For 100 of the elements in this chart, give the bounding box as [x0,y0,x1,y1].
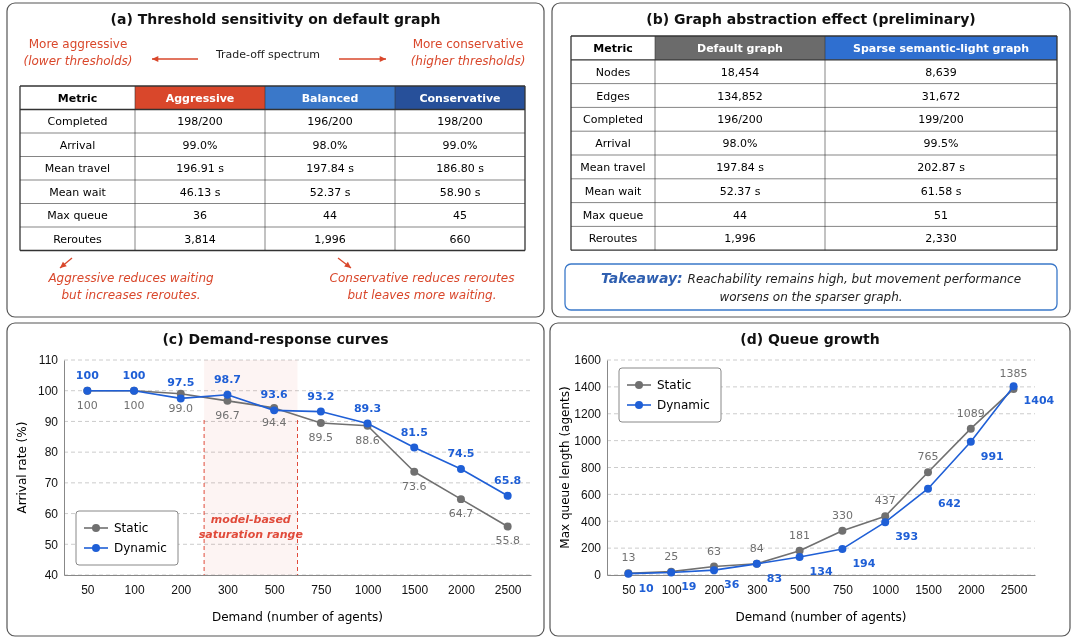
x-tick-label: 500 [264,582,285,597]
data-label: 83 [766,571,783,585]
data-label: 100 [123,398,145,412]
text: (b) Graph abstraction effect (preliminary) [646,11,976,27]
x-tick-label: 50 [81,582,95,597]
data-label: 393 [895,530,919,544]
x-tick-label: 500 [790,582,811,597]
y-tick-label: 0 [594,568,602,583]
point [410,443,419,452]
text: (a) Threshold sensitivity on default graph [110,11,441,27]
category-label: Completed [583,113,643,127]
text: but increases reroutes. [61,288,201,302]
category-label: Mean travel [44,162,111,176]
text: 196/200 [307,115,353,129]
text: 134,852 [717,89,763,103]
category-label: Nodes [595,65,631,79]
text: 196.91 s [176,162,224,176]
data-label: 194 [852,556,876,570]
data-label: 1089 [956,406,985,420]
data-label: 134 [809,564,833,578]
point [924,468,932,477]
text: More conservative [412,37,524,51]
category-label: Balanced [301,91,359,105]
y-axis-title: Max queue length (agents) [558,386,572,549]
text: 18,454 [720,65,760,79]
x-tick-label: 2500 [494,582,522,597]
data-label: 13 [621,551,636,565]
text: 2,330 [925,232,957,246]
x-axis-title: Demand (number of agents) [735,610,907,624]
text: Metric [593,41,633,55]
text: 52.37 s [719,184,761,198]
text: 98.0% [312,138,348,152]
text: 58.90 s [439,185,481,199]
text: 99.5% [923,137,959,151]
y-tick-label: 80 [44,445,59,460]
text: 199/200 [918,113,964,127]
text: 46.13 s [179,185,221,199]
data-label: 1385 [999,366,1028,380]
data-label: 55.8 [495,534,520,548]
data-label: 88.6 [355,433,380,447]
y-tick-label: 90 [44,414,59,429]
point [456,465,465,474]
legend-label: Dynamic [657,398,710,412]
y-tick-label: 60 [44,506,59,521]
data-label: 1404 [1023,394,1055,408]
data-label: 96.7 [215,408,240,422]
text: 202.87 s [917,160,965,174]
data-label: 19 [681,580,697,594]
data-label: 330 [831,508,853,522]
data-label: 89.3 [353,401,382,415]
x-tick-label: 50 [622,582,636,597]
data-label: 642 [938,496,961,510]
category-label: Arrival [595,137,631,151]
point [503,491,512,500]
y-tick-label: 40 [44,568,59,583]
category-label: Mean travel [580,160,646,174]
text: 36 [193,209,207,223]
data-label: 93.2 [307,389,335,403]
category-label: Aggressive [165,91,235,105]
x-tick-label: 2000 [448,582,476,597]
text: More aggressive [28,37,128,51]
category-label: Edges [596,89,630,103]
text: 44 [733,208,747,222]
chart-title: (c) Demand-response curves [162,331,389,347]
text: 45 [453,209,467,223]
x-tick-label: 100 [661,582,683,597]
text: but leaves more waiting. [347,288,497,302]
data-label: 93.6 [260,388,289,402]
text: 44 [323,209,337,223]
y-tick-label: 1200 [574,407,602,422]
category-label: Max queue [582,208,644,222]
data-label: 100 [76,398,98,412]
x-tick-label: 1500 [401,582,429,597]
y-tick-label: 200 [580,541,602,556]
x-axis-title: Demand (number of agents) [211,610,384,624]
data-label: 97.5 [167,376,195,390]
x-tick-label: 750 [832,582,854,597]
text: 8,639 [925,65,957,79]
band-label: model-based saturation range [198,513,304,541]
text: Trade-off spectrum [214,48,321,61]
data-label: 991 [980,449,1004,463]
y-tick-label: 800 [580,460,602,475]
data-label: 73.6 [402,479,427,493]
data-label: 36 [724,578,740,592]
x-tick-label: 2500 [1000,582,1028,597]
data-label: 84 [749,541,764,555]
x-tick-label: 200 [704,582,725,597]
point [410,467,419,476]
category-label: Mean wait [584,184,642,198]
data-label: 437 [874,494,896,508]
y-tick-label: 100 [37,384,59,399]
point [966,437,975,446]
chart-title: (d) Queue growth [740,331,880,347]
text: 61.58 s [920,184,962,198]
text: 52.37 s [309,185,351,199]
data-label: 89.5 [308,430,334,444]
text: 197.84 s [716,160,764,174]
point [924,484,932,493]
x-tick-label: 300 [747,582,768,597]
text: 660 [449,232,471,246]
